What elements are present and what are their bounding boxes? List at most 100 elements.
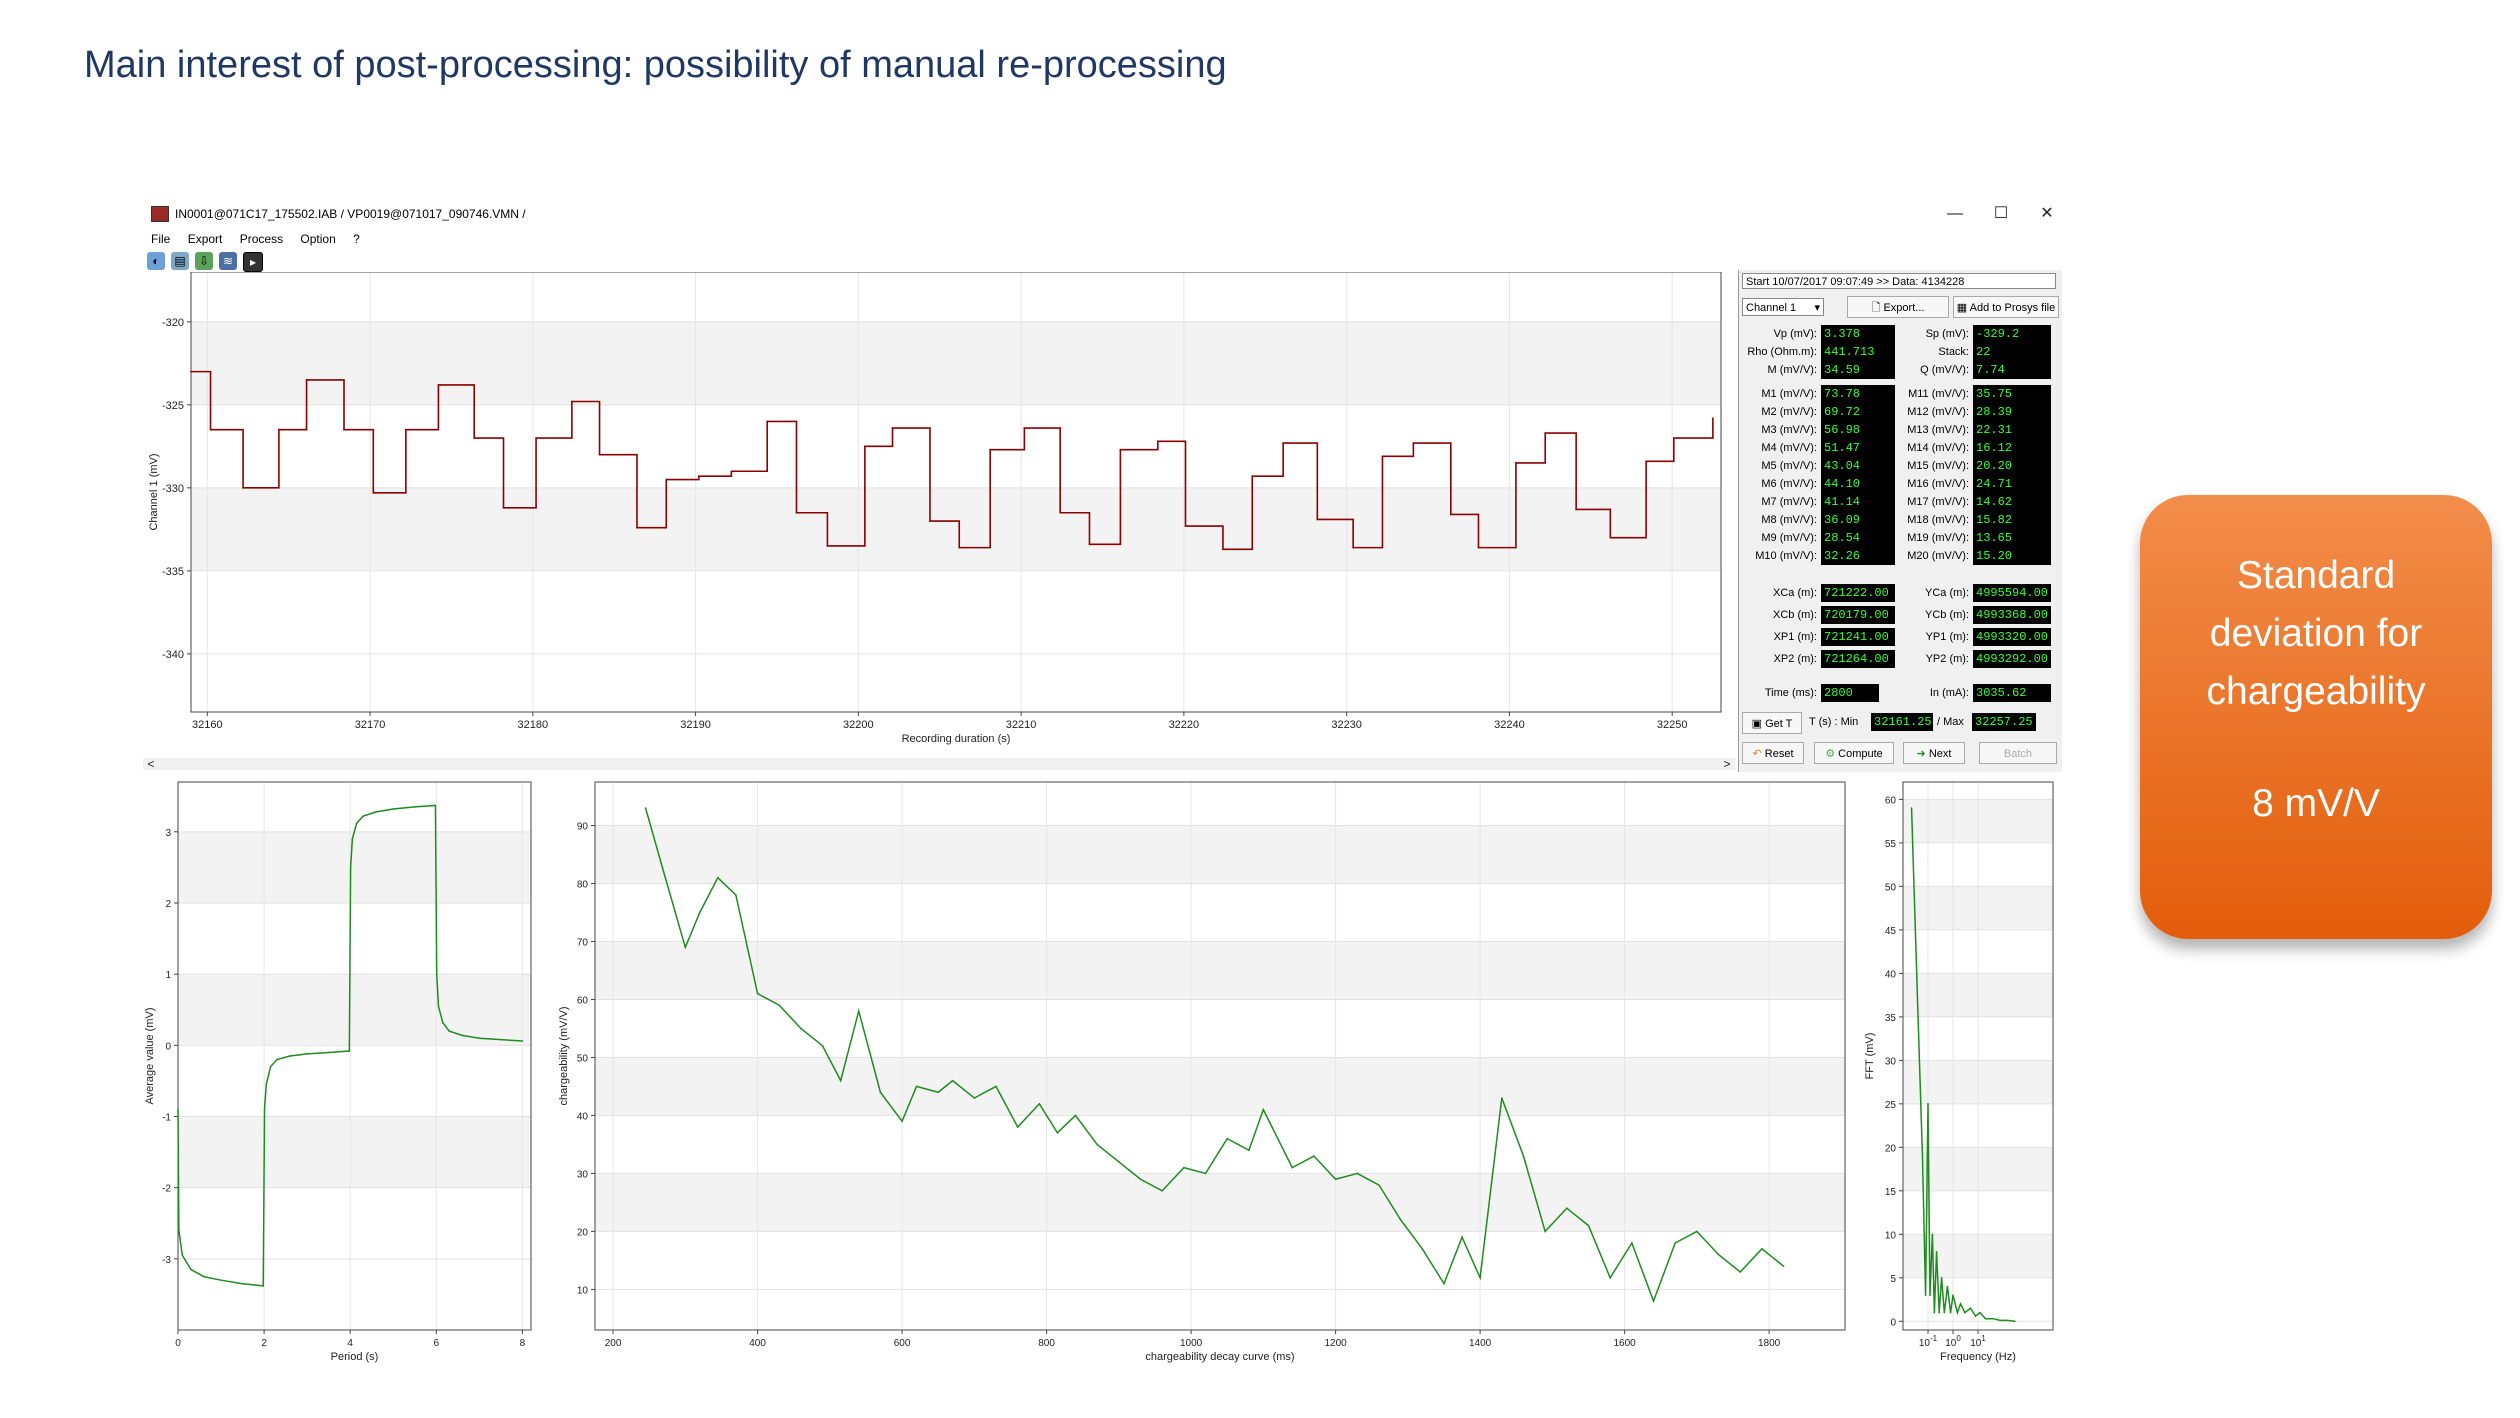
- m-left-5-value[interactable]: 44.10: [1821, 475, 1895, 493]
- data-point: [372, 492, 375, 494]
- series-line: [644, 807, 1785, 1304]
- average-period-chart[interactable]: 3 2 1 0 -1 -2 -3 0 2 4 6 8 Period (s) Average value (…: [143, 780, 551, 1380]
- get-t-button[interactable]: ▣ Get T: [1742, 712, 1802, 734]
- data-point: [263, 1108, 266, 1111]
- data-point: [1575, 508, 1577, 511]
- m-left-5-row: M6 (mV/V): 44.10: [1739, 475, 1895, 493]
- chargeability-decay-chart[interactable]: 90 80 70 60 50 40 30 20 10 200 400 600 800 1000 1200 14…: [555, 780, 1857, 1380]
- m-left-8-value[interactable]: 28.54: [1821, 529, 1895, 547]
- coord-right-0-value[interactable]: 4995594.00: [1973, 584, 2051, 602]
- data-point: [1782, 1265, 1785, 1268]
- menu-file[interactable]: File: [151, 232, 171, 246]
- data-point: [766, 420, 768, 423]
- data-point: [1929, 1294, 1931, 1297]
- m-right-2-value[interactable]: 22.31: [1973, 421, 2051, 439]
- data-point: [441, 1021, 444, 1024]
- coord-left-1-value[interactable]: 720179.00: [1821, 606, 1895, 624]
- data-point: [1631, 1242, 1633, 1244]
- menu-help[interactable]: ?: [353, 232, 360, 246]
- m-left-2-value[interactable]: 56.98: [1821, 421, 1895, 439]
- data-point: [1074, 1114, 1077, 1117]
- t-min-label: T (s) : Min: [1809, 716, 1859, 728]
- close-button[interactable]: ✕: [2040, 205, 2054, 222]
- m-left-3-value[interactable]: 51.47: [1821, 439, 1895, 457]
- t-max-value[interactable]: 32257.25: [1972, 713, 2036, 731]
- add-to-prosys-button[interactable]: ▦ Add to Prosys file: [1953, 296, 2059, 318]
- data-point: [1443, 1282, 1445, 1285]
- m-right-6-value[interactable]: 14.62: [1973, 493, 2051, 511]
- coord-left-2-value[interactable]: 721241.00: [1821, 628, 1895, 646]
- menu-export[interactable]: Export: [187, 232, 223, 246]
- m-left-6-value[interactable]: 41.14: [1821, 493, 1895, 511]
- menu-process[interactable]: Process: [239, 232, 284, 246]
- param-left-0-value[interactable]: 3.378: [1821, 325, 1895, 343]
- coord-left-1-row: XCb (m): 720179.00: [1739, 606, 1895, 624]
- m-right-7-value[interactable]: 15.82: [1973, 511, 2051, 529]
- m-right-1-value[interactable]: 28.39: [1973, 403, 2051, 421]
- m-right-8-value[interactable]: 13.65: [1973, 529, 2051, 547]
- minimize-button[interactable]: —: [1947, 205, 1963, 222]
- m-right-9-value[interactable]: 15.20: [1973, 547, 2051, 565]
- channel-signal-chart[interactable]: -320 -325 -330 -335 -340 32160 32170 32180 32190…: [143, 272, 1735, 772]
- param-right-2-row: Q (mV/V): 7.74: [1891, 361, 2051, 379]
- coord-right-1-row: YCb (m): 4993368.00: [1891, 606, 2051, 624]
- process-icon[interactable]: ≋: [219, 252, 237, 270]
- menu-option[interactable]: Option: [300, 232, 336, 246]
- m-right-5-value[interactable]: 24.71: [1973, 475, 2051, 493]
- param-right-2-value[interactable]: 7.74: [1973, 361, 2051, 379]
- param-right-0-value[interactable]: -329.2: [1973, 325, 2051, 343]
- x-tick-label: 800: [1038, 1338, 1055, 1349]
- coord-right-3-value[interactable]: 4993292.00: [1973, 650, 2051, 668]
- coord-left-3-value[interactable]: 721264.00: [1821, 650, 1895, 668]
- maximize-button[interactable]: ☐: [1993, 205, 2009, 222]
- next-button[interactable]: ➜ Next: [1903, 742, 1965, 764]
- download-icon[interactable]: ⇩: [195, 252, 213, 270]
- m-right-1-row: M12 (mV/V): 28.39: [1891, 403, 2051, 421]
- open-icon[interactable]: ◐: [147, 252, 165, 270]
- plot-band: [178, 974, 531, 1046]
- coord-right-2-label: YP1 (m):: [1925, 631, 1969, 643]
- t-min-value[interactable]: 32161.25: [1871, 713, 1933, 731]
- data-point: [1652, 1300, 1655, 1302]
- m-right-4-value[interactable]: 20.20: [1973, 457, 2051, 475]
- param-left-2-value[interactable]: 34.59: [1821, 361, 1895, 379]
- batch-button[interactable]: Batch: [1979, 742, 2057, 764]
- in-value[interactable]: 3035.62: [1973, 684, 2051, 702]
- y-tick-label: 10: [577, 1285, 589, 1296]
- next-label: Next: [1928, 748, 1952, 760]
- data-point: [958, 546, 961, 549]
- time-value[interactable]: 2800: [1821, 684, 1879, 702]
- y-tick-label: 15: [1885, 1187, 1897, 1198]
- data-point: [1927, 1103, 1929, 1105]
- m-left-1-label: M2 (mV/V):: [1761, 406, 1817, 418]
- m-left-9-value[interactable]: 32.26: [1821, 547, 1895, 565]
- data-point: [413, 806, 416, 808]
- t-max-label: / Max: [1937, 716, 1964, 728]
- start-info[interactable]: Start 10/07/2017 09:07:49 >> Data: 41342…: [1742, 273, 2056, 289]
- export-button[interactable]: 🗋 Export...: [1847, 296, 1949, 318]
- m-left-1-value[interactable]: 69.72: [1821, 403, 1895, 421]
- save-icon[interactable]: ▤: [171, 252, 189, 270]
- channel-select[interactable]: Channel 1 ▾: [1742, 298, 1824, 316]
- coord-left-0-value[interactable]: 721222.00: [1821, 584, 1895, 602]
- coord-right-2-value[interactable]: 4993320.00: [1973, 628, 2051, 646]
- param-left-1-value[interactable]: 441.713: [1821, 343, 1895, 361]
- m-right-7-row: M18 (mV/V): 15.82: [1891, 511, 2051, 529]
- y-tick-label: 0: [1890, 1317, 1896, 1328]
- m-right-4-row: M15 (mV/V): 20.20: [1891, 457, 2051, 475]
- m-right-0-value[interactable]: 35.75: [1973, 385, 2051, 403]
- data-point: [181, 1254, 184, 1257]
- terminal-icon[interactable]: ▸: [243, 252, 263, 272]
- m-right-3-value[interactable]: 16.12: [1973, 439, 2051, 457]
- reset-button[interactable]: ↶ Reset: [1742, 742, 1804, 764]
- param-right-1-label: Stack:: [1938, 346, 1969, 358]
- data-point: [1119, 448, 1122, 451]
- m-left-4-value[interactable]: 43.04: [1821, 457, 1895, 475]
- compute-button[interactable]: ⚙ Compute: [1814, 742, 1894, 764]
- signal-line: [191, 370, 1714, 551]
- m-left-0-value[interactable]: 73.78: [1821, 385, 1895, 403]
- param-right-1-value[interactable]: 22: [1973, 343, 2051, 361]
- coord-right-1-value[interactable]: 4993368.00: [1973, 606, 2051, 624]
- m-left-7-value[interactable]: 36.09: [1821, 511, 1895, 529]
